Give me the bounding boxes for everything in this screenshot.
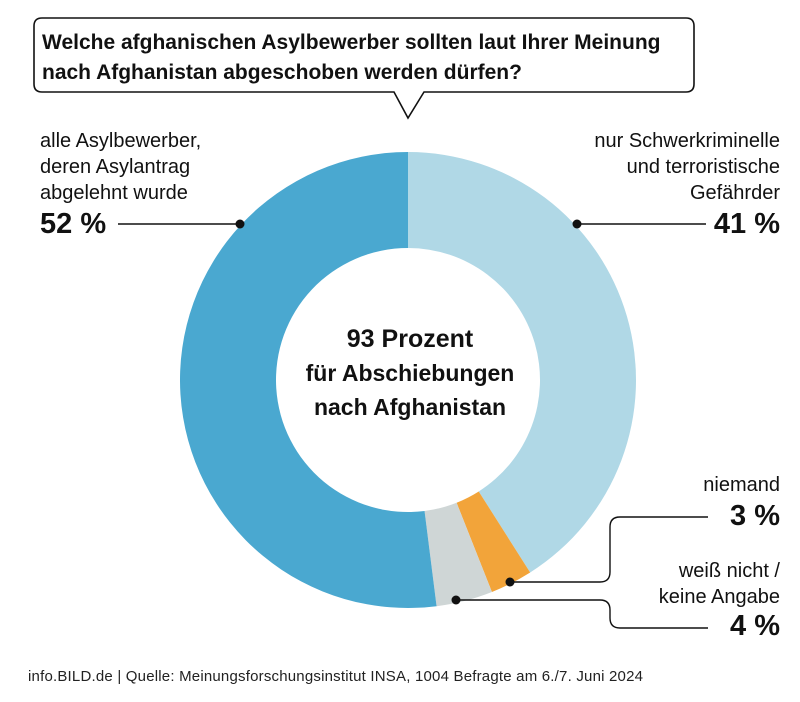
center-line-1: 93 Prozent <box>346 325 474 353</box>
center-line-3: nach Afghanistan <box>313 394 507 420</box>
slice-criminals <box>408 152 636 573</box>
question-line-2: nach Afghanistan abgeschoben werden dürf… <box>42 61 522 84</box>
source-note: info.BILD.de | Quelle: Meinungsforschung… <box>28 668 644 685</box>
leader-dot-all <box>235 219 245 229</box>
question-text: Welche afghanischen Asylbewerber sollten… <box>42 28 682 88</box>
leader-dot-criminals <box>572 219 582 229</box>
label-criminals-line-1: nur Schwerkriminelle <box>594 130 780 152</box>
value-criminals: 41 % <box>713 208 780 240</box>
value-unknown: 4 % <box>730 610 780 642</box>
label-criminals: nur Schwerkriminelle und terroristische … <box>520 128 780 206</box>
slice-none <box>456 491 531 592</box>
center-line-2: für Abschiebungen <box>305 360 515 386</box>
label-unknown: weiß nicht / keine Angabe <box>580 558 780 610</box>
label-none: niemand <box>580 472 780 498</box>
label-unknown-line-2: keine Angabe <box>658 586 780 608</box>
label-all: alle Asylbewerber, deren Asylantrag abge… <box>40 128 201 206</box>
center-summary: 93 Prozent für Abschiebungen nach Afghan… <box>280 322 540 424</box>
label-all-line-1: alle Asylbewerber, <box>40 130 202 152</box>
slice-unknown <box>424 502 492 607</box>
label-criminals-line-3: Gefährder <box>689 182 780 204</box>
label-criminals-line-2: und terroristische <box>626 156 780 178</box>
leader-dot-unknown <box>451 595 461 605</box>
leader-line-unknown <box>456 599 708 629</box>
value-none: 3 % <box>730 500 780 532</box>
slice-all <box>179 152 437 608</box>
label-all-line-2: deren Asylantrag <box>40 156 191 178</box>
leader-line-none <box>510 516 708 583</box>
label-unknown-line-1: weiß nicht / <box>678 560 780 582</box>
question-bubble <box>33 17 695 120</box>
label-none-line-1: niemand <box>703 474 780 496</box>
leader-dot-none <box>505 577 515 587</box>
value-all: 52 % <box>40 208 107 240</box>
question-line-1: Welche afghanischen Asylbewerber sollten… <box>42 31 661 54</box>
label-all-line-3: abgelehnt wurde <box>40 182 188 204</box>
